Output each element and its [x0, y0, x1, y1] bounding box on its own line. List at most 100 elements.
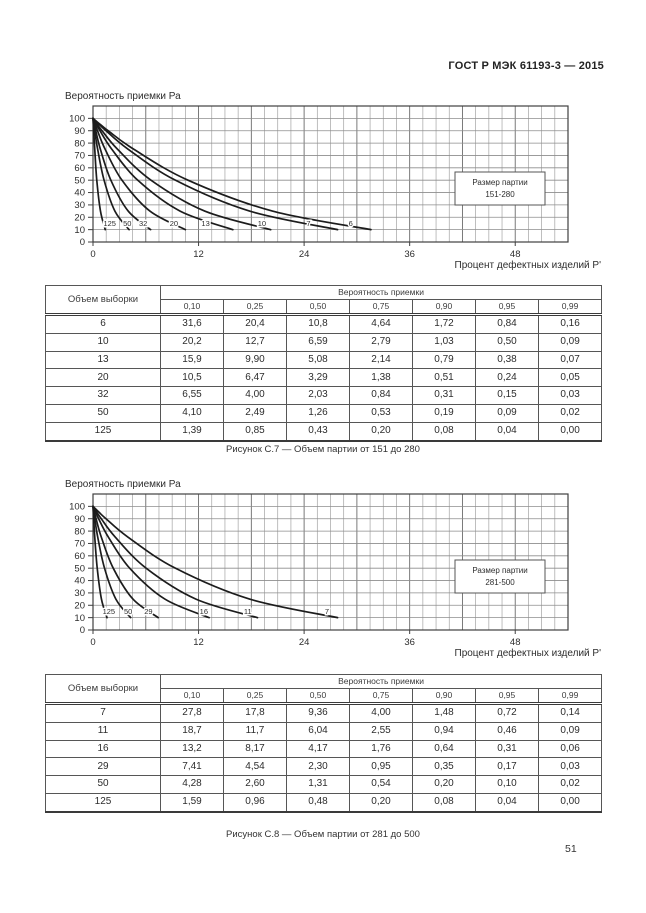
- percent-defective-cell: 2,03: [286, 386, 350, 405]
- percent-defective-cell: 0,72: [475, 702, 539, 723]
- sample-size-cell: 20: [45, 368, 161, 388]
- percent-defective-cell: 13,2: [160, 739, 224, 759]
- percent-defective-cell: 0,84: [349, 386, 413, 405]
- x-tick-label: 36: [404, 249, 415, 260]
- y-tick-label: 10: [74, 613, 85, 624]
- percent-defective-cell: 0,09: [475, 403, 539, 423]
- percent-defective-cell: 0,02: [537, 775, 603, 794]
- percent-defective-cell: 0,51: [412, 368, 476, 388]
- percent-defective-cell: 1,76: [349, 739, 413, 759]
- percent-defective-cell: 0,48: [286, 792, 350, 813]
- x-tick-label: 24: [299, 637, 310, 648]
- percent-defective-cell: 2,79: [349, 332, 413, 352]
- table-row: 50 4,28 2,60 1,31 0,54 0,20 0,10 0,02: [45, 775, 603, 794]
- percent-defective-cell: 0,20: [349, 792, 413, 813]
- table-row: 11 18,7 11,7 6,04 2,55 0,94 0,46 0,09: [45, 721, 603, 741]
- percent-defective-cell: 20,2: [160, 332, 224, 352]
- y-tick-label: 30: [74, 588, 85, 599]
- curve-label-7: 7: [306, 219, 310, 228]
- oc-curve-n7: [92, 505, 339, 619]
- percent-defective-cell: 0,15: [475, 386, 539, 405]
- percent-defective-cell: 0,10: [475, 775, 539, 794]
- table-row: 29 7,41 4,54 2,30 0,95 0,35 0,17 0,03: [45, 757, 603, 777]
- percent-defective-cell: 17,8: [223, 702, 287, 723]
- legend-box: [454, 171, 546, 206]
- y-axis-title: Вероятность приемки Ра: [65, 91, 181, 102]
- probability-column-header: 0,99: [537, 299, 603, 315]
- oc-curve-n20: [92, 117, 187, 231]
- percent-defective-cell: 4,64: [349, 313, 413, 334]
- percent-defective-cell: 0,20: [412, 775, 476, 794]
- percent-defective-cell: 4,00: [349, 702, 413, 723]
- table-row: 16 13,2 8,17 4,17 1,76 0,64 0,31 0,06: [45, 739, 603, 759]
- percent-defective-cell: 8,17: [223, 739, 287, 759]
- probability-column-header: 0,99: [537, 688, 603, 704]
- sample-size-cell: 7: [45, 702, 161, 723]
- y-tick-label: 50: [74, 175, 85, 186]
- y-tick-label: 10: [74, 225, 85, 236]
- percent-defective-cell: 10,5: [160, 368, 224, 388]
- percent-defective-cell: 2,55: [349, 721, 413, 741]
- sample-size-cell: 11: [45, 721, 161, 741]
- curve-label-10: 10: [258, 219, 266, 228]
- curve-label-13: 13: [201, 219, 209, 228]
- curve-label-125: 125: [103, 219, 116, 228]
- percent-defective-cell: 6,47: [223, 368, 287, 388]
- x-tick-label: 0: [90, 637, 95, 648]
- sample-size-cell: 32: [45, 386, 161, 405]
- y-tick-label: 90: [74, 514, 85, 525]
- table-row: 13 15,9 9,90 5,08 2,14 0,79 0,38 0,07: [45, 350, 603, 370]
- percent-defective-cell: 0,94: [412, 721, 476, 741]
- curve-label-6: 6: [349, 219, 353, 228]
- percent-defective-cell: 0,17: [475, 757, 539, 777]
- probability-column-header: 0,95: [475, 299, 539, 315]
- percent-defective-cell: 1,38: [349, 368, 413, 388]
- percent-defective-cell: 0,03: [537, 386, 603, 405]
- percent-defective-cell: 0,02: [537, 403, 603, 423]
- percent-defective-cell: 0,46: [475, 721, 539, 741]
- y-tick-label: 40: [74, 188, 85, 199]
- sample-size-cell: 125: [45, 792, 161, 813]
- probability-column-header: 0,75: [349, 688, 413, 704]
- table-row: 125 1,39 0,85 0,43 0,20 0,08 0,04 0,00: [45, 421, 603, 442]
- percent-defective-cell: 1,39: [160, 421, 224, 442]
- sample-size-column-header: Объем выборки: [45, 285, 161, 315]
- acceptance-probability-group-header: Вероятность приемки: [159, 285, 603, 300]
- percent-defective-cell: 0,50: [475, 332, 539, 352]
- y-tick-label: 40: [74, 576, 85, 587]
- x-axis-title: Процент дефектных изделий Р': [455, 647, 602, 659]
- y-tick-label: 30: [74, 200, 85, 211]
- percent-defective-cell: 0,09: [537, 721, 603, 741]
- legend-box: [454, 559, 546, 594]
- standard-number-header: ГОСТ Р МЭК 61193-3 — 2015: [448, 60, 604, 72]
- probability-column-header: 0,25: [223, 688, 287, 704]
- sample-size-cell: 125: [45, 421, 161, 442]
- curve-label-20: 20: [170, 219, 178, 228]
- table-row: 125 1,59 0,96 0,48 0,20 0,08 0,04 0,00: [45, 792, 603, 813]
- table-row: 10 20,2 12,7 6,59 2,79 1,03 0,50 0,09: [45, 332, 603, 352]
- plot-frame: [92, 105, 569, 243]
- percent-defective-cell: 1,26: [286, 403, 350, 423]
- percent-defective-cell: 0,53: [349, 403, 413, 423]
- percent-defective-cell: 0,16: [537, 313, 603, 334]
- percent-defective-cell: 0,64: [412, 739, 476, 759]
- percent-defective-cell: 0,04: [475, 421, 539, 442]
- percent-defective-cell: 0,96: [223, 792, 287, 813]
- table-row: 32 6,55 4,00 2,03 0,84 0,31 0,15 0,03: [45, 386, 603, 405]
- y-tick-label: 90: [74, 126, 85, 137]
- percent-defective-cell: 0,43: [286, 421, 350, 442]
- legend-line1: Размер партии: [472, 178, 527, 187]
- y-tick-label: 60: [74, 163, 85, 174]
- x-tick-label: 0: [90, 249, 95, 260]
- percent-defective-cell: 0,07: [537, 350, 603, 370]
- y-tick-label: 80: [74, 526, 85, 537]
- percent-defective-cell: 0,05: [537, 368, 603, 388]
- sample-size-cell: 50: [45, 775, 161, 794]
- acceptance-probability-group-header: Вероятность приемки: [159, 674, 603, 689]
- y-tick-label: 0: [80, 237, 85, 248]
- y-axis-title: Вероятность приемки Ра: [65, 479, 181, 490]
- probability-column-header: 0,25: [223, 299, 287, 315]
- figure-c7-caption: Рисунок С.7 — Объем партии от 151 до 280: [226, 444, 420, 455]
- percent-defective-cell: 1,72: [412, 313, 476, 334]
